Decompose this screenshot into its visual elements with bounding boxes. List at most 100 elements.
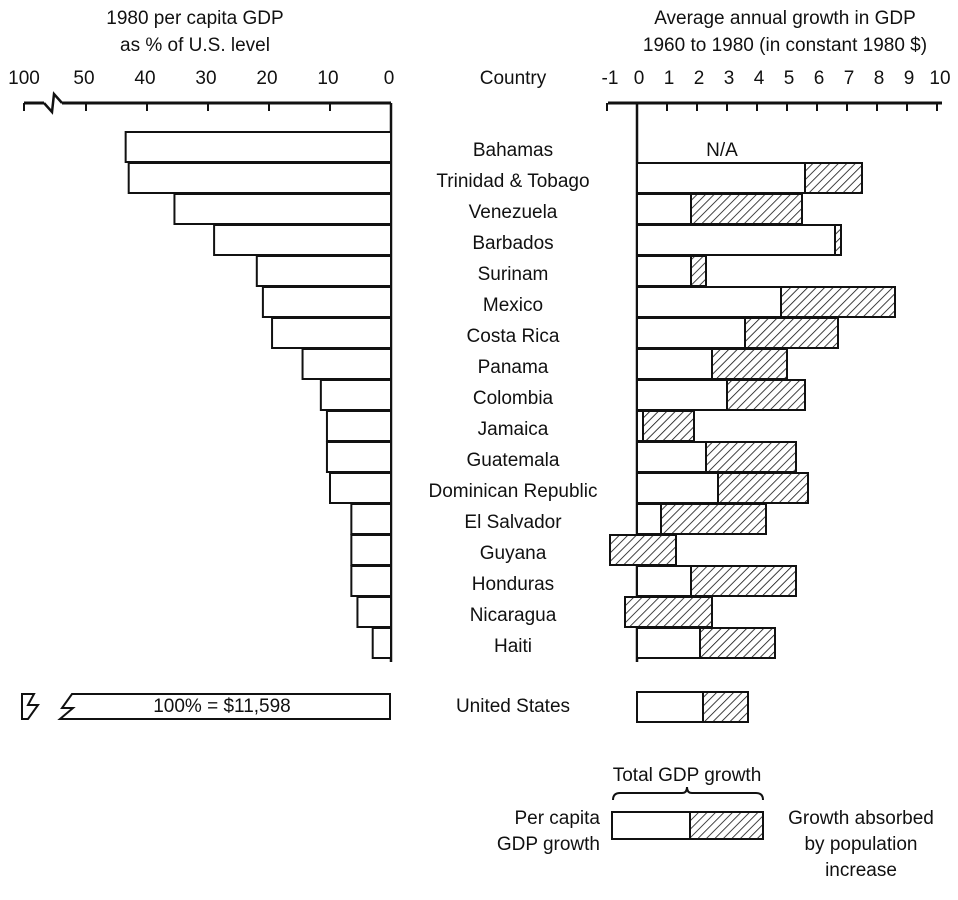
right-tick-label: 9	[904, 68, 915, 89]
per-capita-bar-barbados	[636, 224, 836, 256]
population-bar-nicaragua	[624, 596, 713, 628]
left-bar-mexico	[261, 286, 392, 318]
left-bar-venezuela	[173, 193, 392, 225]
country-label: Haiti	[494, 636, 532, 657]
right-tick-label: 6	[814, 68, 825, 89]
left-bar-panama	[301, 348, 392, 380]
population-bar-guyana	[609, 534, 677, 566]
right-tick-label: 0	[634, 68, 645, 89]
per-capita-bar-costa-rica	[636, 317, 746, 349]
per-capita-bar-guatemala	[636, 441, 707, 473]
country-label: Trinidad & Tobago	[436, 171, 589, 192]
left-bar-bahamas	[124, 131, 393, 163]
country-label: Barbados	[472, 233, 553, 254]
legend-right-line1: Growth absorbed	[788, 808, 934, 829]
right-tick-label: 7	[844, 68, 855, 89]
country-header: Country	[480, 68, 547, 89]
right-title-line1: Average annual growth in GDP	[654, 8, 916, 29]
population-bar-surinam	[690, 255, 707, 287]
left-bars	[124, 131, 393, 659]
population-bar-barbados	[834, 224, 842, 256]
left-bar-honduras	[350, 565, 393, 597]
right-tick-labels: -1 0 1 2 3 4 5 6 7 8 9 10	[602, 68, 951, 89]
per-capita-bar-panama	[636, 348, 713, 380]
per-capita-bar-trinidad-tobago	[636, 162, 806, 194]
legend: Total GDP growth Per capita GDP growth G…	[497, 765, 934, 881]
us-break-symbol	[21, 693, 40, 720]
per-capita-bar-haiti	[636, 627, 701, 659]
legend-left-line2: GDP growth	[497, 834, 600, 855]
legend-brace	[612, 786, 764, 801]
right-title-line2: 1960 to 1980 (in constant 1980 $)	[643, 35, 927, 56]
legend-swatch-population	[689, 811, 764, 840]
tick-marks	[23, 103, 938, 111]
left-tick-label: 50	[73, 68, 94, 89]
left-bar-dominican-republic	[329, 472, 392, 504]
left-bar-el-salvador	[350, 503, 393, 535]
population-bar-united-states	[702, 691, 749, 723]
left-bar-costa-rica	[271, 317, 392, 349]
population-bar-colombia	[726, 379, 806, 411]
country-label: Venezuela	[469, 202, 558, 223]
per-capita-bar-dominican-republic	[636, 472, 719, 504]
left-bar-haiti	[371, 627, 393, 659]
left-tick-label: 10	[317, 68, 338, 89]
left-tick-labels: 100 50 40 30 20 10 0	[8, 68, 394, 89]
na-label: N/A	[706, 140, 738, 161]
us-left-bar-group	[21, 693, 391, 720]
population-bar-trinidad-tobago	[804, 162, 863, 194]
population-bar-dominican-republic	[717, 472, 809, 504]
per-capita-bar-honduras	[636, 565, 692, 597]
left-axis-break-mark	[43, 91, 63, 115]
country-label: Mexico	[483, 295, 543, 316]
right-tick-label: 2	[694, 68, 705, 89]
per-capita-bar-colombia	[636, 379, 728, 411]
left-bar-colombia	[319, 379, 393, 411]
population-bar-guatemala	[705, 441, 797, 473]
country-label: Jamaica	[478, 419, 549, 440]
left-bar-nicaragua	[356, 596, 393, 628]
right-tick-label: 5	[784, 68, 795, 89]
per-capita-bar-venezuela	[636, 193, 692, 225]
country-label: Surinam	[478, 264, 549, 285]
us-left-bar	[57, 693, 391, 720]
population-bar-jamaica	[642, 410, 695, 442]
population-bar-venezuela	[690, 193, 803, 225]
country-label: Honduras	[472, 574, 554, 595]
legend-right-line2: by population	[804, 834, 917, 855]
left-tick-label: 20	[256, 68, 277, 89]
population-bar-mexico	[780, 286, 896, 318]
left-tick-label: 0	[384, 68, 395, 89]
country-label: Guatemala	[467, 450, 560, 471]
left-bar-jamaica	[325, 410, 393, 442]
right-tick-label: 1	[664, 68, 675, 89]
population-bar-panama	[711, 348, 788, 380]
population-bar-honduras	[690, 565, 797, 597]
population-bar-haiti	[699, 627, 776, 659]
left-bar-guatemala	[325, 441, 393, 473]
per-capita-bar-surinam	[636, 255, 692, 287]
country-label-us: United States	[456, 696, 570, 717]
population-bar-el-salvador	[660, 503, 767, 535]
left-tick-label: 40	[134, 68, 155, 89]
legend-swatch-per-capita	[611, 811, 691, 840]
legend-right-line3: increase	[825, 860, 897, 881]
country-label: Guyana	[480, 543, 547, 564]
left-bar-trinidad-tobago	[127, 162, 392, 194]
left-tick-label: 100	[8, 68, 40, 89]
per-capita-bar-united-states	[636, 691, 704, 723]
country-label: Colombia	[473, 388, 554, 409]
right-tick-label: 10	[929, 68, 950, 89]
right-tick-label: 3	[724, 68, 735, 89]
left-title-line2: as % of U.S. level	[120, 35, 270, 56]
left-bar-barbados	[213, 224, 392, 256]
per-capita-bar-mexico	[636, 286, 782, 318]
right-tick-label: -1	[602, 68, 619, 89]
left-tick-label: 30	[195, 68, 216, 89]
country-labels: Bahamas Trinidad & Tobago Venezuela Barb…	[429, 140, 598, 717]
country-label: El Salvador	[464, 512, 562, 533]
right-bars	[609, 162, 896, 723]
legend-left-line1: Per capita	[514, 808, 600, 829]
